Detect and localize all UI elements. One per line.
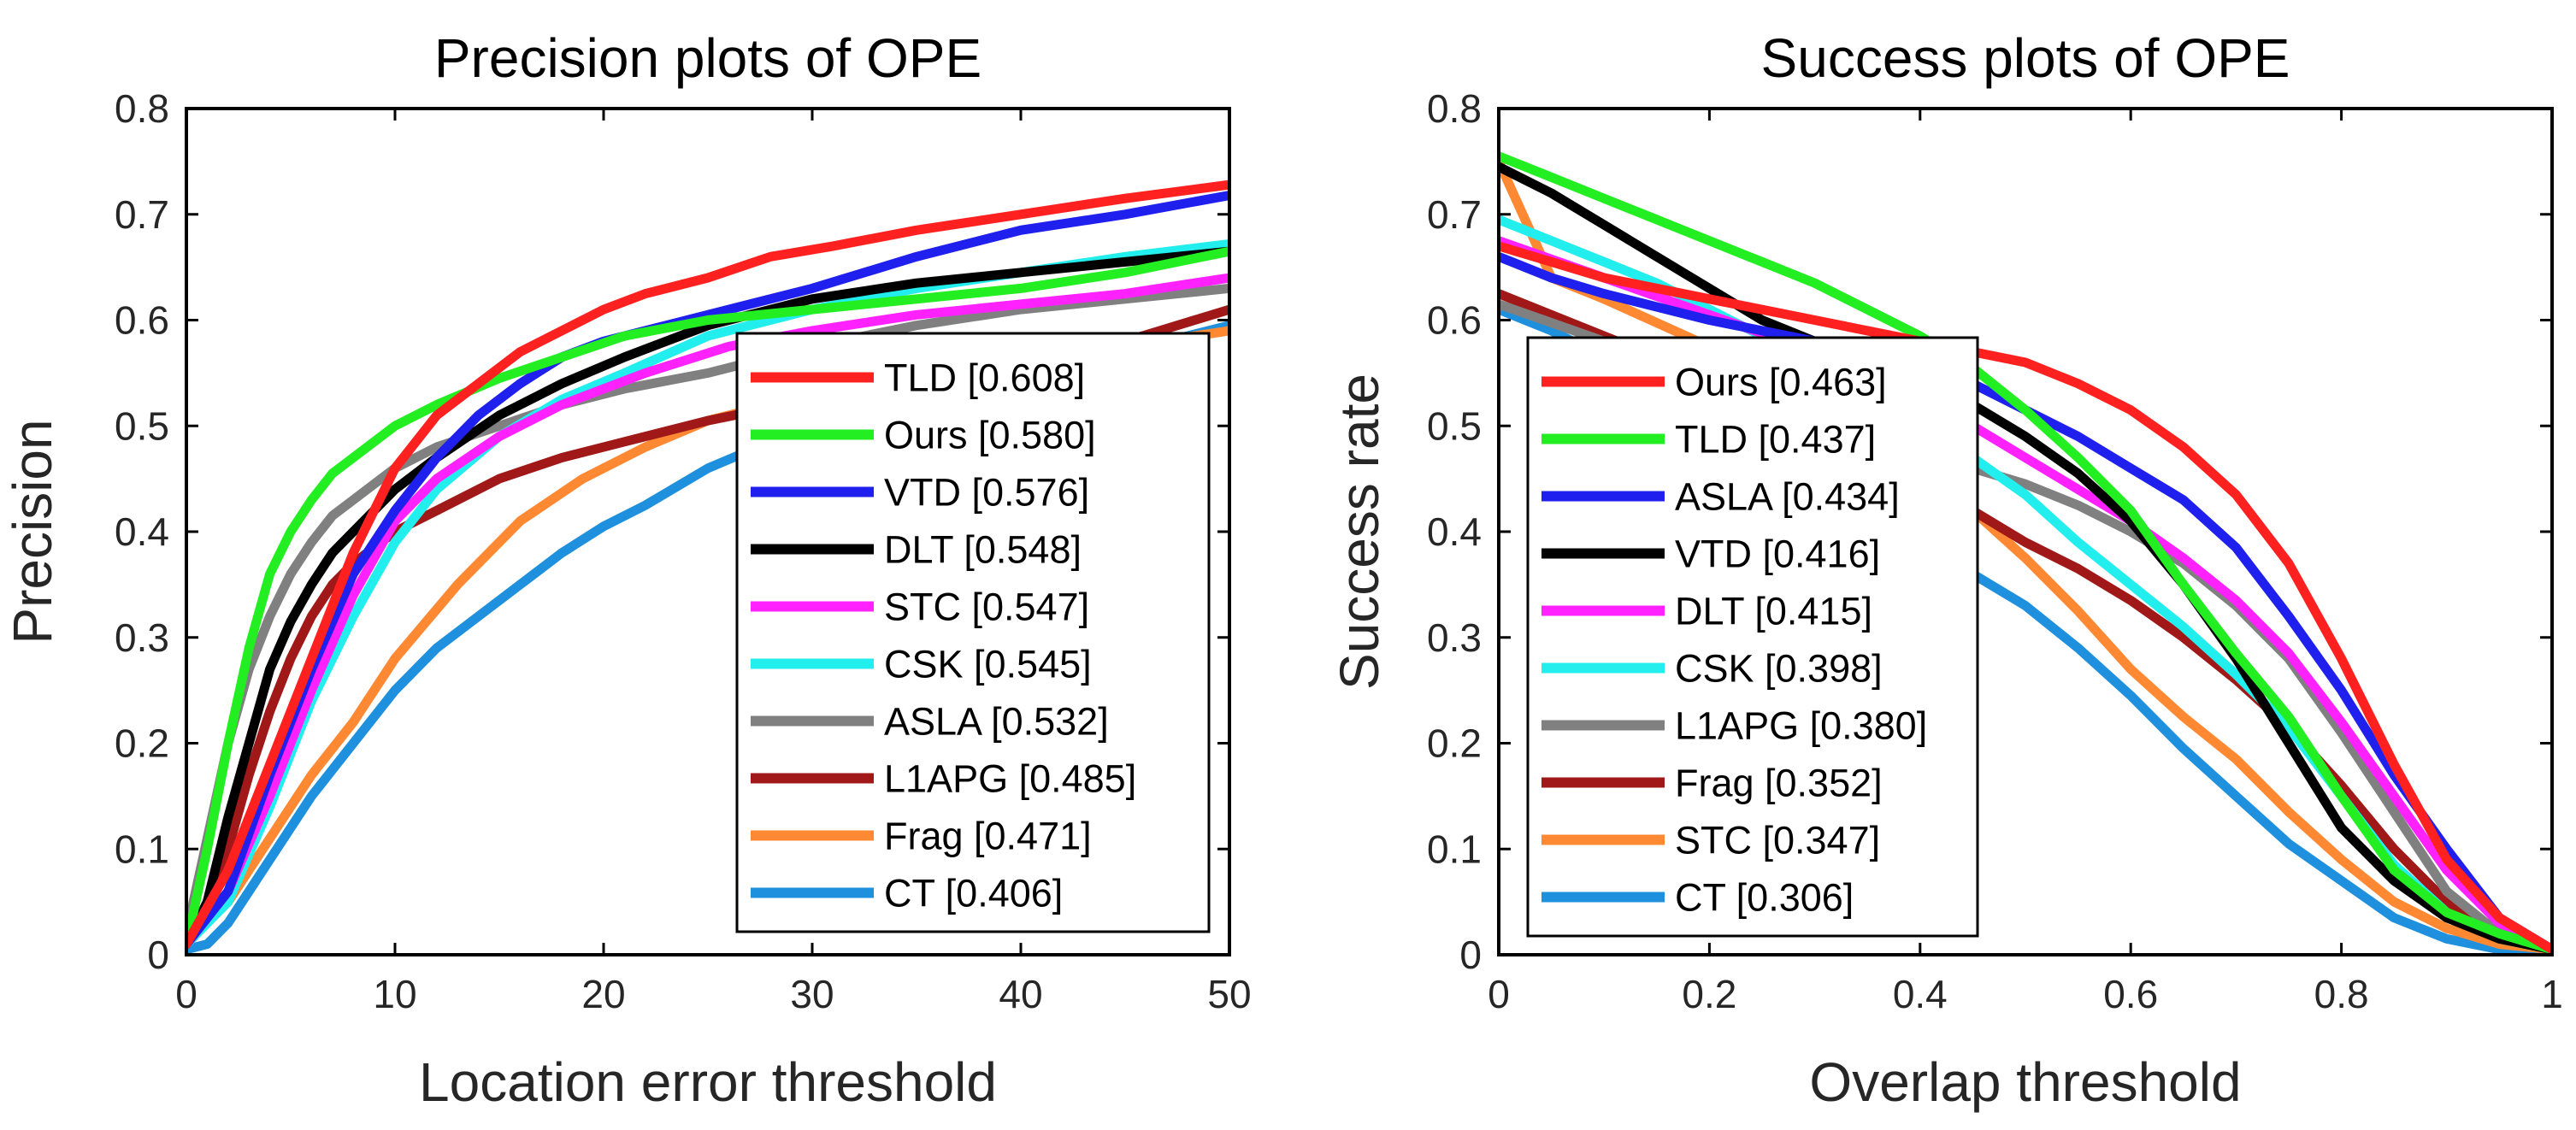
x-tick-label: 0 xyxy=(175,972,197,1016)
legend-label: Ours [0.463] xyxy=(1675,361,1887,404)
x-tick-label: 0.4 xyxy=(1893,972,1948,1016)
chart-panel-1: Precision plots of OPE 0 10 20 30 40 50 0 0.1 0.2… xyxy=(2,27,1252,1113)
y-tick-label: 0.2 xyxy=(1427,721,1482,766)
y-tick-label: 0.6 xyxy=(115,298,169,343)
series-line xyxy=(186,246,1229,950)
series-line xyxy=(1499,241,2552,955)
legend-label: CSK [0.398] xyxy=(1675,647,1883,691)
y-tick-label: 0.6 xyxy=(1427,298,1482,343)
series-group xyxy=(186,180,1229,955)
legend-label: TLD [0.608] xyxy=(884,356,1085,400)
x-axis-label: Location error threshold xyxy=(419,1051,997,1113)
x-tick-label: 0.6 xyxy=(2103,972,2158,1016)
legend-label: VTD [0.576] xyxy=(884,471,1089,515)
legend-label: STC [0.547] xyxy=(884,586,1089,629)
series-line xyxy=(1499,151,2552,955)
y-tick-label: 0.3 xyxy=(115,615,169,660)
legend-label: CT [0.406] xyxy=(884,872,1063,915)
legend-label: Frag [0.471] xyxy=(884,815,1092,858)
x-tick-label: 50 xyxy=(1207,972,1251,1016)
legend-label: L1APG [0.380] xyxy=(1675,704,1927,748)
x-tick-label: 0.2 xyxy=(1682,972,1736,1016)
legend-label: ASLA [0.434] xyxy=(1675,475,1900,519)
legend-label: STC [0.347] xyxy=(1675,819,1880,862)
legend-label: Ours [0.580] xyxy=(884,414,1096,457)
x-tick-label: 1 xyxy=(2541,972,2563,1016)
series-group xyxy=(1499,151,2552,955)
y-tick-label: 0 xyxy=(1459,933,1482,977)
y-axis-label: Success rate xyxy=(1329,374,1390,690)
y-tick-label: 0.7 xyxy=(1427,192,1482,237)
series-line xyxy=(186,180,1229,950)
y-tick-label: 0.5 xyxy=(115,403,169,448)
series-line xyxy=(186,273,1229,950)
x-tick-label: 0.8 xyxy=(2314,972,2369,1016)
legend-label: VTD [0.416] xyxy=(1675,533,1880,576)
legend-label: CSK [0.545] xyxy=(884,643,1092,686)
y-tick-label: 0.4 xyxy=(115,509,169,554)
chart-panel-2: Success plots of OPE 0 0.2 0.4 0.6 0.8 1 0 0.1 0.… xyxy=(1329,27,2563,1113)
series-line xyxy=(186,246,1229,950)
legend: TLD [0.608] Ours [0.580] VTD [0.576] DLT [0… xyxy=(735,332,1211,933)
legend-label: Frag [0.352] xyxy=(1675,762,1883,805)
y-tick-label: 0.8 xyxy=(1427,86,1482,131)
x-tick-label: 10 xyxy=(373,972,416,1016)
y-axis-label: Precision xyxy=(2,419,63,644)
x-tick-label: 0 xyxy=(1488,972,1510,1016)
y-tick-label: 0.2 xyxy=(115,721,169,766)
y-tick-label: 0.1 xyxy=(115,827,169,871)
x-tick-label: 20 xyxy=(581,972,625,1016)
y-tick-label: 0.4 xyxy=(1427,509,1482,554)
x-tick-label: 30 xyxy=(790,972,834,1016)
chart-title: Precision plots of OPE xyxy=(434,27,981,89)
series-line xyxy=(1499,162,2552,955)
chart-title: Success plots of OPE xyxy=(1761,27,2290,89)
legend-label: L1APG [0.485] xyxy=(884,757,1136,801)
series-line xyxy=(186,283,1229,939)
legend-label: ASLA [0.532] xyxy=(884,700,1109,744)
legend-label: CT [0.306] xyxy=(1675,876,1854,920)
y-tick-label: 0.3 xyxy=(1427,615,1482,660)
x-tick-label: 40 xyxy=(999,972,1042,1016)
legend-label: DLT [0.415] xyxy=(1675,590,1872,633)
legend-label: DLT [0.548] xyxy=(884,528,1082,572)
x-axis-label: Overlap threshold xyxy=(1809,1051,2241,1113)
y-tick-label: 0.1 xyxy=(1427,827,1482,871)
y-tick-label: 0.7 xyxy=(115,192,169,237)
y-tick-label: 0 xyxy=(147,933,169,977)
y-tick-label: 0.5 xyxy=(1427,403,1482,448)
legend-label: TLD [0.437] xyxy=(1675,418,1876,462)
y-tick-label: 0.8 xyxy=(115,86,169,131)
legend: Ours [0.463] TLD [0.437] ASLA [0.434] VTD [… xyxy=(1526,336,1979,938)
